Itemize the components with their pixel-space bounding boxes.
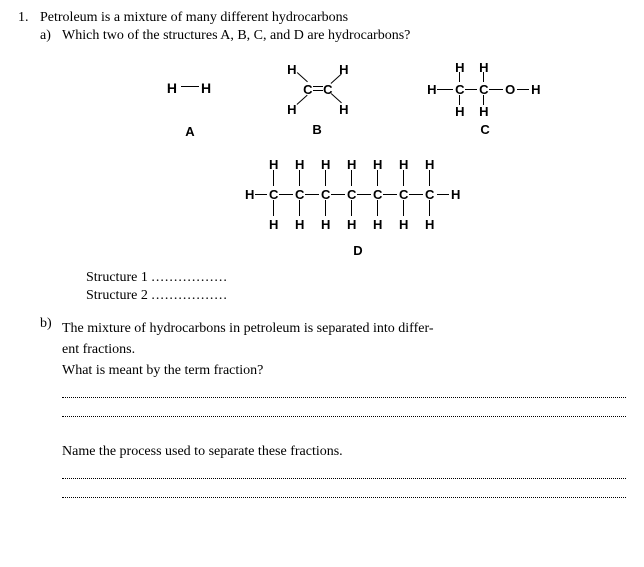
part-b-prompt: What is meant by the term fraction? bbox=[62, 363, 626, 379]
structure-a: HH A bbox=[167, 58, 213, 139]
answer-line bbox=[62, 466, 626, 479]
part-b-followup: Name the process used to separate these … bbox=[62, 444, 626, 460]
structure-2-answer: Structure 2 ................. bbox=[86, 288, 626, 304]
part-b-letter: b) bbox=[40, 316, 62, 504]
structure-1-answer: Structure 1 ................. bbox=[86, 270, 626, 286]
answer-line bbox=[62, 485, 626, 498]
answer-line bbox=[62, 404, 626, 417]
part-b-text-2: ent fractions. bbox=[62, 342, 626, 358]
question-number: 1. bbox=[18, 10, 40, 504]
structures-diagram: HH A C C H H H H bbox=[62, 58, 626, 258]
part-a-prompt: Which two of the structures A, B, C, and… bbox=[62, 28, 626, 44]
answer-line bbox=[62, 385, 626, 398]
structure-b: C C H H H H B bbox=[277, 60, 357, 137]
structure-c: H H H C C O H H H bbox=[421, 60, 549, 137]
part-a-letter: a) bbox=[40, 28, 62, 316]
question-intro: Petroleum is a mixture of many different… bbox=[40, 10, 626, 26]
structure-d: HHCHHCHHCHHCHHCHHCHHCHH D bbox=[243, 157, 473, 258]
part-b-text-1: The mixture of hydrocarbons in petroleum… bbox=[62, 321, 626, 337]
